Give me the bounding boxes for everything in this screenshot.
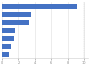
- Bar: [2, 36, 14, 41]
- Bar: [2, 12, 31, 17]
- Bar: [2, 28, 15, 33]
- Bar: [2, 52, 9, 57]
- Bar: [2, 4, 77, 9]
- Bar: [2, 44, 11, 49]
- Bar: [2, 20, 29, 25]
